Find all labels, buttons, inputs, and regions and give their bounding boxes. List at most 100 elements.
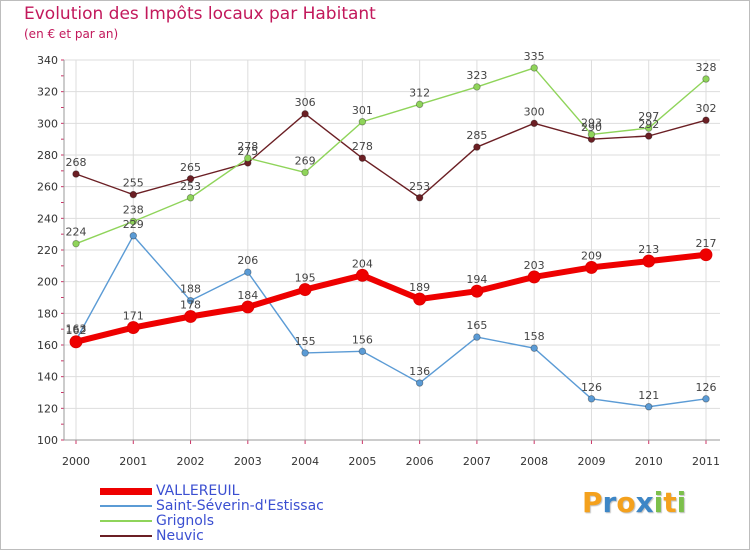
y-tick-label: 200 [37,276,58,289]
legend-label: Grignols [156,513,215,529]
data-label: 184 [237,289,258,302]
series-line-1 [75,235,707,408]
data-point [702,395,710,403]
data-point [186,175,195,183]
y-tick-label: 320 [37,86,58,99]
data-label: 136 [409,365,430,378]
data-point [473,143,481,151]
data-point [186,194,195,202]
data-label: 156 [352,333,373,346]
data-point [645,403,653,411]
x-tick-label: 2008 [520,455,548,468]
data-point [702,116,710,124]
logo-letter: x [635,486,654,519]
y-tick-label: 160 [37,339,58,352]
y-tick-label: 180 [37,307,58,320]
data-label: 290 [581,121,602,134]
data-label: 188 [180,283,201,296]
data-point [301,168,309,177]
data-label: 203 [524,259,545,272]
chart-subtitle: (en € et par an) [24,27,119,41]
data-point [645,132,653,140]
data-point [72,170,80,178]
data-label: 121 [638,389,659,402]
data-label: 209 [581,249,602,262]
data-label: 171 [123,310,144,323]
data-point [241,300,255,314]
y-tick-label: 220 [37,244,58,257]
data-label: 293 [581,116,602,129]
data-point [126,321,140,334]
data-point [301,349,309,357]
y-tick-label: 300 [37,117,58,130]
data-point [301,110,309,118]
x-tick-label: 2003 [234,455,262,468]
x-tick-label: 2007 [463,455,491,468]
legend-item: Saint-Séverin-d'Estissac [100,498,324,514]
data-point [530,119,538,128]
data-point [358,154,367,162]
y-tick-label: 280 [37,149,58,162]
legend-swatch [100,535,152,537]
x-tick-label: 2010 [635,455,663,468]
data-label: 268 [66,156,87,169]
y-tick-label: 100 [37,434,58,447]
legend-label: VALLEREUIL [156,483,240,499]
legend-swatch [100,505,152,507]
data-label: 162 [66,324,87,337]
x-tick-label: 2004 [291,455,319,468]
series-line-2 [75,67,707,245]
data-label: 278 [237,140,258,153]
x-tick-label: 2000 [62,455,90,468]
data-label: 292 [638,118,659,131]
logo-letter: i [676,486,687,519]
data-label: 165 [466,319,487,332]
data-point [415,100,424,109]
x-tick-label: 2001 [119,455,147,468]
legend-item: Grignols [100,513,215,529]
y-tick-label: 340 [37,54,58,67]
logo-letter: r [602,486,617,519]
x-tick-label: 2005 [348,455,376,468]
data-point [473,333,481,341]
data-label: 300 [524,105,545,118]
data-point [699,248,713,262]
data-point [244,154,252,162]
data-label: 213 [638,243,659,256]
x-tick-label: 2011 [692,455,720,468]
data-label: 155 [295,335,316,348]
data-label: 158 [524,330,545,343]
data-label: 224 [66,226,87,239]
data-point [587,130,596,139]
data-label: 229 [123,218,144,231]
data-point [585,261,598,274]
legend-label: Neuvic [156,528,204,544]
data-label: 126 [696,381,717,394]
data-label: 194 [466,273,487,286]
data-point [358,347,367,356]
x-tick-label: 2009 [577,455,605,468]
legend-label: Saint-Séverin-d'Estissac [156,498,324,514]
chart-title: Evolution des Impôts locaux par Habitant [24,4,376,24]
x-tick-label: 2006 [406,455,434,468]
data-point [473,83,481,91]
data-label: 206 [237,254,258,267]
data-point [69,335,83,349]
data-label: 335 [524,50,545,63]
data-point [129,232,137,240]
data-point [355,268,369,282]
series-line-0 [73,251,709,345]
data-label: 126 [581,381,602,394]
logo-letter: o [616,486,636,519]
data-label: 255 [123,177,144,190]
y-tick-label: 120 [37,402,58,415]
data-label: 163 [66,322,87,335]
data-point [415,379,424,387]
data-point [702,75,710,83]
data-label: 217 [696,237,717,250]
series-line-3 [75,113,707,199]
data-label: 306 [295,96,316,109]
data-point [415,194,424,202]
y-tick-label: 260 [37,181,58,194]
